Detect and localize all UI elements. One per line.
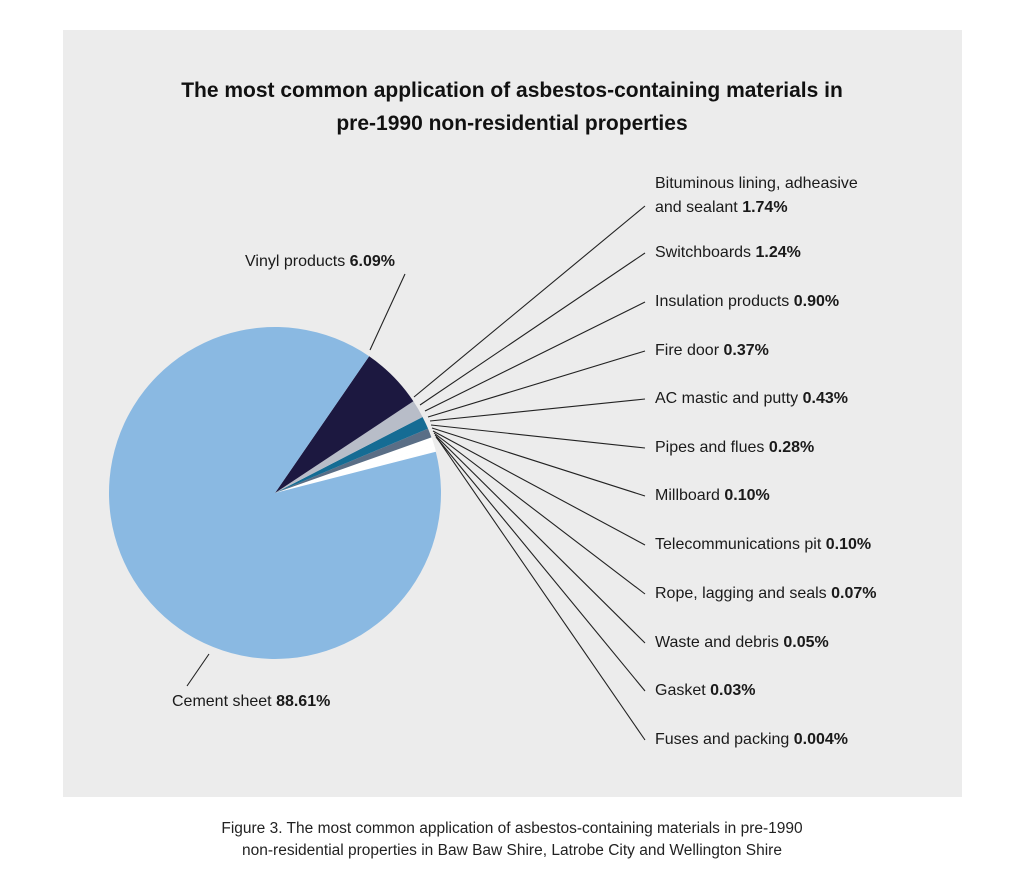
slice-value-label: 0.07% xyxy=(831,585,877,602)
chart-title-line-1: The most common application of asbestos-… xyxy=(181,79,843,102)
leader-line-gasket xyxy=(435,436,646,692)
slice-label-switchboards: Switchboards 1.24% xyxy=(655,241,801,265)
slice-label-gasket: Gasket 0.03% xyxy=(655,679,756,703)
slice-label-rope-lagging-and-seals: Rope, lagging and seals 0.07% xyxy=(655,582,877,606)
leader-line-ac-mastic-and-putty xyxy=(429,398,646,422)
slice-label-waste-and-debris: Waste and debris 0.05% xyxy=(655,631,829,655)
slice-value-label: 6.09% xyxy=(349,253,396,270)
slice-value-label: 0.43% xyxy=(802,390,848,407)
slice-value-label: 0.28% xyxy=(768,439,815,456)
slice-label-text: Switchboards 1.24% xyxy=(655,244,801,261)
slice-label-cement-sheet: Cement sheet 88.61% xyxy=(172,690,330,714)
pie-slice-fire-door xyxy=(274,437,433,494)
slice-label-millboard: Millboard 0.10% xyxy=(655,484,770,508)
leader-line-waste-and-debris xyxy=(434,434,646,644)
slice-label-text: Fire door 0.37% xyxy=(655,342,769,359)
slice-label-text: Rope, lagging and seals 0.07% xyxy=(655,585,877,602)
slice-label-text: Gasket 0.03% xyxy=(655,682,756,699)
leader-line-fuses-and-packing xyxy=(436,437,646,741)
slice-value-label: 0.004% xyxy=(793,731,849,748)
slice-label-text: Pipes and flues 0.28% xyxy=(655,439,815,456)
slice-label-pipes-and-flues: Pipes and flues 0.28% xyxy=(655,436,814,460)
chart-title-line-2: pre-1990 non-residential properties xyxy=(336,112,688,135)
pie-slice-switchboards xyxy=(275,416,429,493)
slice-label-text: AC mastic and putty 0.43% xyxy=(655,390,848,407)
slice-label-vinyl-products: Vinyl products 6.09% xyxy=(245,250,395,274)
slice-label-text: Bituminous lining, adheasive xyxy=(655,175,858,192)
slice-label-ac-mastic-and-putty: AC mastic and putty 0.43% xyxy=(655,387,848,411)
slice-value-label: 0.03% xyxy=(710,682,756,699)
leader-line-cement-sheet xyxy=(186,653,210,687)
chart-title: The most common application of asbestos-… xyxy=(0,74,1024,140)
slice-label-fire-door: Fire door 0.37% xyxy=(655,339,769,363)
slice-value-label: 88.61% xyxy=(276,693,331,710)
pie-slice-cement-sheet xyxy=(108,326,441,659)
slice-label-text: Insulation products 0.90% xyxy=(655,293,840,310)
slice-label-text: and sealant 1.74% xyxy=(655,199,788,216)
slice-value-label: 1.74% xyxy=(742,199,788,216)
slice-value-label: 0.10% xyxy=(724,487,770,504)
leader-line-bituminous-lining-adheasive-and-sealant xyxy=(413,205,646,398)
slice-label-text: Cement sheet 88.61% xyxy=(172,693,331,710)
figure-caption-line-1: Figure 3. The most common application of… xyxy=(221,820,803,837)
slice-label-text: Fuses and packing 0.004% xyxy=(655,731,849,748)
slice-value-label: 0.90% xyxy=(793,293,840,310)
pie-slice-vinyl-products xyxy=(275,356,414,493)
slice-value-label: 0.37% xyxy=(723,342,769,359)
leader-line-rope-lagging-and-seals xyxy=(433,432,646,595)
slice-label-bituminous-lining-adheasive-and-sealant: Bituminous lining, adheasive and sealant … xyxy=(655,172,858,220)
slice-label-text: Millboard 0.10% xyxy=(655,487,770,504)
slice-label-text: Telecommunications pit 0.10% xyxy=(655,536,872,553)
slice-value-label: 1.24% xyxy=(755,244,801,261)
figure-caption: Figure 3. The most common application of… xyxy=(0,818,1024,862)
pie-slice-bituminous-lining-adheasive-and-sealant xyxy=(275,401,423,493)
leader-line-millboard xyxy=(431,427,646,497)
slice-label-telecommunications-pit: Telecommunications pit 0.10% xyxy=(655,533,871,557)
leader-line-pipes-and-flues xyxy=(430,424,646,449)
slice-value-label: 0.10% xyxy=(825,536,872,553)
leader-line-vinyl-products xyxy=(369,273,406,351)
leader-line-switchboards xyxy=(419,252,646,406)
leader-line-insulation-products xyxy=(424,301,646,412)
pie-slice-insulation-products xyxy=(275,428,432,493)
slice-label-insulation-products: Insulation products 0.90% xyxy=(655,290,839,314)
slice-label-fuses-and-packing: Fuses and packing 0.004% xyxy=(655,728,848,752)
slice-value-label: 0.05% xyxy=(783,634,829,651)
leader-line-telecommunications-pit xyxy=(432,430,646,546)
slice-label-text: Vinyl products 6.09% xyxy=(245,253,396,270)
leader-line-fire-door xyxy=(427,350,646,418)
figure-caption-line-2: non-residential properties in Baw Baw Sh… xyxy=(242,842,782,859)
slice-label-text: Waste and debris 0.05% xyxy=(655,634,829,651)
